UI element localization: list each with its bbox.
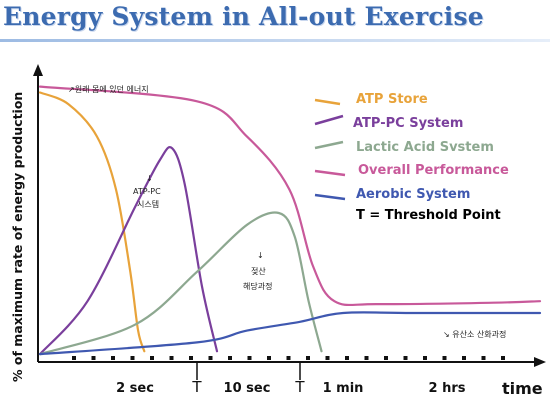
x-axis-dot [325,356,330,360]
legend-swatch [314,169,346,177]
series-line-aerobic-system [38,311,542,356]
x-axis-dot [345,356,349,360]
x-axis-dot [423,356,427,360]
legend-swatch [314,140,344,150]
x-tick-label: T [191,378,202,396]
x-axis-dot [286,356,291,360]
series-line-atp-pc-system [38,146,219,356]
x-axis-dot [208,356,213,360]
x-axis-dot [169,356,174,360]
legend-swatch [314,98,341,106]
x-axis-dot [267,356,271,360]
x-axis-dot [150,356,154,360]
x-tick-labels: 2 sec T 10 sec T 1 min 2 hrs [116,362,466,396]
x-tick-label: 2 sec [116,381,154,396]
title-divider [0,39,550,42]
legend-label: ATP Store [356,92,428,107]
x-tick-label: 10 sec [224,381,271,396]
x-axis-dot [364,356,369,360]
x-axis-dot [462,356,466,360]
x-axis-dot [91,356,96,360]
legend: ATP Store ATP-PC System Lactic Acid Svstem… [314,92,509,202]
chart-title: Energy System in All-out Exercise [3,2,484,31]
legend-threshold-note: T = Threshold Point [356,208,501,223]
x-axis-dot [481,356,486,360]
annotation-lactic-label: 젖산 [251,266,266,276]
x-axis-label: time [502,379,543,398]
x-axis-dot [130,356,135,360]
series-line-atp-store [38,91,146,353]
series-line-overall-performance [38,85,542,307]
annotation-atppc-system: 시스템 [137,199,159,209]
annotation-aerobic: ↘ 유산소 산화과정 [443,329,506,339]
x-axis-arrow [534,357,546,367]
legend-label: ATP-PC System [353,116,463,131]
annotation-lactic-arrow: ↓ [257,251,264,260]
legend-swatch [314,114,344,126]
x-axis-dot [442,356,447,360]
x-tick-label: 2 hrs [429,381,466,396]
annotation-original-energy: ↗원래 몸에 있던 에너지 [68,84,149,94]
x-axis-dot [306,356,310,360]
x-axis-dot [111,356,115,360]
y-axis-label: % of maximum rate of energy production [10,92,25,382]
x-axis-dot [501,356,505,360]
annotation-glycolysis: 해당과정 [243,281,272,291]
x-tick-label: 1 min [323,381,364,396]
x-axis-dot [72,356,76,360]
legend-label: Aerobic System [356,187,470,202]
x-axis-dot [189,356,193,360]
x-axis-dot [247,356,252,360]
series-line-lactic-acid-svstem [38,211,323,356]
series-lines [38,85,542,356]
legend-label: Overall Performance [358,163,509,178]
legend-label: Lactic Acid Svstem [356,140,494,155]
y-axis-arrow [33,64,43,76]
annotation-atppc-label: ATP-PC [133,187,161,196]
x-axis-dots [72,356,505,360]
annotation-atppc-arrow: ↓ [146,174,153,183]
x-tick-label: T [294,378,305,396]
legend-swatch [314,193,346,201]
x-axis-dot [403,356,408,360]
x-axis-dot [228,356,232,360]
x-axis-dot [384,356,388,360]
